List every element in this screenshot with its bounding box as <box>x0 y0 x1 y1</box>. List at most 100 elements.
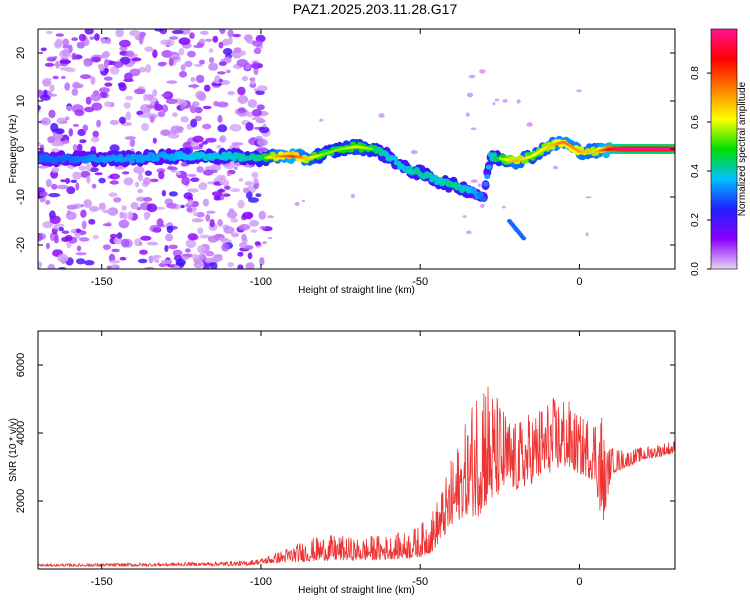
noise-mark <box>96 119 102 128</box>
noise-mark <box>38 261 43 269</box>
noise-mark <box>109 180 120 185</box>
noise-mark <box>49 215 61 224</box>
noise-mark <box>201 141 208 145</box>
noise-mark <box>51 167 60 173</box>
noise-mark <box>193 212 199 216</box>
noise-mark <box>45 199 51 205</box>
noise-mark <box>198 253 206 261</box>
noise-mark <box>102 209 114 214</box>
noise-mark <box>227 91 235 96</box>
noise-mark <box>233 166 238 170</box>
noise-mark <box>98 63 105 72</box>
noise-mark <box>166 166 178 170</box>
noise-mark <box>77 143 83 152</box>
noise-mark <box>152 89 158 97</box>
noise-mark <box>109 233 118 239</box>
noise-mark <box>138 114 150 118</box>
noise-mark <box>125 50 135 58</box>
noise-mark <box>61 230 70 234</box>
noise-mark <box>160 129 171 136</box>
noise-mark <box>192 101 200 108</box>
noise-mark <box>113 197 122 203</box>
noise-mark <box>143 177 151 185</box>
noise-mark <box>254 241 261 246</box>
noise-mark <box>149 115 155 123</box>
noise-mark <box>38 232 43 242</box>
noise-mark <box>55 33 64 37</box>
noise-mark <box>257 85 268 92</box>
noise-mark <box>62 45 71 49</box>
noise-mark <box>161 104 169 113</box>
noise-mark <box>168 244 178 250</box>
noise-mark <box>66 186 76 195</box>
noise-mark <box>55 38 63 48</box>
noise-mark <box>250 78 256 85</box>
noise-mark <box>245 122 254 131</box>
noise-mark <box>216 101 229 108</box>
noise-mark <box>42 221 54 229</box>
noise-mark <box>129 139 136 148</box>
noise-mark <box>66 105 73 111</box>
x-tick-label: -150 <box>91 276 113 288</box>
noise-mark <box>238 242 248 249</box>
noise-mark <box>526 122 533 127</box>
spectrogram-plot-area <box>38 29 675 269</box>
noise-mark <box>45 178 52 188</box>
noise-mark <box>199 38 206 44</box>
noise-mark <box>91 56 101 63</box>
noise-mark <box>76 258 86 265</box>
noise-mark <box>106 38 112 45</box>
noise-mark <box>187 50 196 58</box>
noise-mark <box>64 116 70 121</box>
noise-mark <box>62 38 70 47</box>
noise-mark <box>85 96 92 105</box>
noise-mark <box>111 248 120 253</box>
noise-mark <box>133 88 146 95</box>
noise-mark <box>237 264 244 269</box>
noise-mark <box>210 262 218 269</box>
noise-mark <box>221 243 230 252</box>
noise-mark <box>61 49 70 57</box>
noise-mark <box>83 60 91 67</box>
noise-mark <box>56 184 69 190</box>
noise-mark <box>171 56 180 60</box>
noise-mark <box>56 117 67 125</box>
noise-mark <box>160 259 173 265</box>
noise-mark <box>79 139 87 144</box>
noise-mark <box>144 170 152 176</box>
noise-mark <box>44 62 55 67</box>
noise-mark <box>219 29 226 35</box>
noise-mark <box>204 257 213 264</box>
noise-mark <box>53 226 59 230</box>
noise-mark <box>60 179 66 183</box>
noise-mark <box>82 124 89 132</box>
noise-mark <box>251 109 262 117</box>
noise-mark <box>178 37 191 45</box>
noise-mark <box>48 109 56 119</box>
noise-mark <box>238 177 244 182</box>
noise-mark <box>184 248 191 253</box>
noise-mark <box>251 171 259 179</box>
x-tick-label: 0 <box>576 276 582 288</box>
noise-mark <box>72 171 82 180</box>
noise-mark <box>200 30 209 35</box>
y-tick-label: 2000 <box>15 489 27 513</box>
noise-mark <box>262 123 267 128</box>
noise-mark <box>576 89 582 93</box>
noise-mark <box>181 176 191 186</box>
noise-mark <box>217 124 228 133</box>
noise-mark <box>202 105 212 110</box>
noise-mark <box>104 82 113 87</box>
colorbar-tick-label: 0.8 <box>690 66 701 80</box>
noise-mark <box>202 123 212 130</box>
noise-mark <box>100 38 107 45</box>
x-tick-label: 0 <box>576 576 582 588</box>
noise-mark <box>109 259 121 264</box>
y-tick-label: 10 <box>15 95 27 107</box>
noise-mark <box>90 76 96 85</box>
noise-mark <box>119 256 127 261</box>
noise-mark <box>51 141 62 147</box>
noise-mark <box>58 226 64 232</box>
noise-mark <box>127 211 134 220</box>
noise-mark <box>585 196 592 199</box>
